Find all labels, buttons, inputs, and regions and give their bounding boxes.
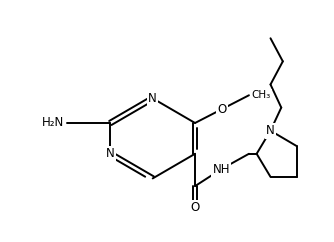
Text: H₂N: H₂N: [42, 116, 64, 129]
Text: N: N: [266, 124, 275, 137]
Text: CH₃: CH₃: [251, 90, 271, 100]
Text: N: N: [106, 147, 115, 160]
Text: N: N: [148, 92, 157, 105]
Text: NH: NH: [212, 163, 230, 176]
Text: O: O: [217, 103, 227, 116]
Text: O: O: [190, 201, 200, 214]
